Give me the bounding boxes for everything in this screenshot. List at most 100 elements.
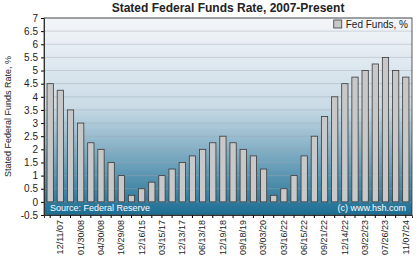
bar	[342, 84, 348, 202]
x-tick: 12/19/18	[218, 215, 228, 255]
x-tick	[151, 215, 152, 218]
y-tick-mark	[41, 97, 44, 98]
bar	[240, 149, 246, 202]
x-tick-mark	[253, 215, 254, 218]
x-tick	[50, 215, 51, 218]
x-tick-label: 03/03/20	[258, 220, 268, 255]
bar	[301, 156, 307, 202]
x-tick-mark	[233, 215, 234, 218]
x-tick-mark	[314, 215, 315, 218]
y-tick-mark	[41, 18, 44, 19]
x-tick: 06/13/18	[197, 215, 207, 255]
title: Stated Federal Funds Rate, 2007-Present	[112, 1, 345, 15]
x-tick	[172, 215, 173, 218]
y-tick: 5	[32, 65, 44, 76]
x-tick: 12/14/22	[340, 215, 350, 255]
y-tick: 3.5	[24, 105, 44, 116]
x-tick-mark	[90, 215, 91, 218]
x-tick-label: 03/15/17	[157, 220, 167, 255]
y-tick-mark	[41, 189, 44, 190]
x-tick: 06/15/22	[299, 215, 309, 255]
grid-line	[44, 57, 412, 58]
y-tick: 7	[32, 13, 44, 24]
annotation: (c) www.hsh.com	[337, 203, 406, 213]
x-tick-label: 06/15/22	[299, 220, 309, 255]
bar	[138, 189, 144, 202]
y-tick: 0.5	[24, 183, 44, 194]
x-tick-mark	[212, 215, 213, 218]
bar	[382, 57, 388, 201]
x-tick: 04/30/08	[96, 215, 106, 255]
x-tick-mark	[355, 215, 356, 218]
y-tick: 3	[32, 118, 44, 129]
bar	[220, 136, 226, 202]
x-tick	[212, 215, 213, 218]
x-tick-mark	[172, 215, 173, 218]
x-tick-mark	[324, 215, 325, 218]
x-tick-mark	[50, 215, 51, 218]
y-tick-mark	[41, 162, 44, 163]
y-tick: 4	[32, 92, 44, 103]
plot-frame	[44, 18, 412, 215]
x-tick-mark	[304, 215, 305, 218]
legend-swatch	[334, 20, 342, 28]
y-tick: 1.5	[24, 157, 44, 168]
bar	[88, 143, 94, 202]
grid-line	[44, 70, 412, 71]
y-tick-label: 1	[32, 170, 38, 181]
y-tick-mark	[41, 110, 44, 111]
y-tick-label: -0.5	[21, 210, 39, 221]
x-tick-mark	[222, 215, 223, 218]
x-tick-mark	[375, 215, 376, 218]
x-tick-label: 09/18/19	[238, 220, 248, 255]
y-tick: 2.5	[24, 131, 44, 142]
x-tick-mark	[283, 215, 284, 218]
x-tick	[314, 215, 315, 218]
x-tick	[375, 215, 376, 218]
bar	[98, 149, 104, 202]
y-tick-mark	[41, 44, 44, 45]
bar	[118, 176, 124, 202]
x-tick-label: 09/21/22	[319, 220, 329, 255]
y-tick-label: 3	[32, 118, 38, 129]
x-tick: 03/16/22	[279, 215, 289, 255]
x-tick-mark	[334, 215, 335, 218]
x-tick-label: 07/26/23	[380, 220, 390, 255]
x-tick-label: 03/16/22	[279, 220, 289, 255]
x-tick-mark	[131, 215, 132, 218]
x-tick-mark	[243, 215, 244, 218]
y-tick-mark	[41, 31, 44, 32]
x-tick-mark	[60, 215, 61, 218]
y-tick-mark	[41, 123, 44, 124]
y-tick: 2	[32, 144, 44, 155]
y-tick: 5.5	[24, 52, 44, 63]
x-axis-line	[45, 216, 413, 219]
y-tick-mark	[41, 215, 44, 216]
y-axis-title: Stated Federal Funds Rate, %	[3, 56, 13, 177]
x-tick-mark	[141, 215, 142, 218]
x-tick	[111, 215, 112, 218]
y-tick: 1	[32, 170, 44, 181]
annotation: Source: Federal Reserve	[50, 203, 150, 213]
x-tick-mark	[365, 215, 366, 218]
x-tick	[253, 215, 254, 218]
x-tick: 12/16/15	[137, 215, 147, 255]
bar	[128, 195, 134, 202]
bar	[189, 156, 195, 202]
y-tick: 6	[32, 39, 44, 50]
x-tick	[395, 215, 396, 218]
bar	[311, 136, 317, 202]
y-tick-label: 3.5	[24, 105, 38, 116]
bars	[47, 57, 409, 201]
x-tick-mark	[405, 215, 406, 218]
x-tick: 03/03/20	[258, 215, 268, 255]
y-tick-mark	[41, 57, 44, 58]
plot-background	[44, 18, 412, 215]
bar	[149, 182, 155, 202]
y-tick: 4.5	[24, 78, 44, 89]
x-tick-mark	[100, 215, 101, 218]
bar	[78, 123, 84, 202]
y-axis: -0.500.511.522.533.544.555.566.57	[21, 13, 45, 221]
x-tick-mark	[121, 215, 122, 218]
bar	[108, 162, 114, 201]
